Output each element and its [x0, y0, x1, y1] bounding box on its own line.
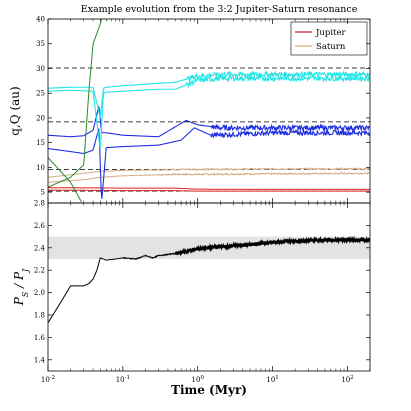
- series-line-ejected_Q: [48, 19, 103, 188]
- series-line-uranus_q: [48, 127, 370, 199]
- series-line-jupiter_Q: [48, 187, 370, 190]
- y-tick-label: 1.4: [34, 356, 46, 364]
- y-tick-label: 40: [36, 16, 45, 24]
- top-y-axis-label: q,Q (au): [8, 86, 22, 135]
- svg-text:PS / PJ: PS / PJ: [12, 268, 30, 306]
- y-tick-label: 30: [36, 65, 45, 73]
- legend-jupiter-label: Jupiter: [315, 28, 346, 38]
- x-tick-label: 10-1: [116, 375, 130, 384]
- x-tick-label: 101: [266, 375, 278, 384]
- top-y-ticks: 5 10 15 20 25 30 35 40: [36, 16, 370, 197]
- top-panel: q,Q (au) Jupiter Saturn: [8, 18, 371, 204]
- y-tick-label: 25: [36, 90, 45, 98]
- y-tick-label: 2.0: [34, 289, 45, 297]
- legend-box: [290, 21, 368, 56]
- x-tick-label: 10-2: [41, 375, 55, 384]
- series-line-saturn_Q: [48, 166, 370, 178]
- x-ticks: 10-2 10-1 100 101 102: [41, 19, 371, 384]
- x-tick-label: 100: [192, 375, 205, 384]
- bottom-y-ticks: 1.4 1.6 1.8 2.0 2.2 2.4 2.6 2.8: [34, 200, 370, 364]
- bottom-panel-frame: [47, 202, 371, 372]
- y-tick-label: 5: [41, 189, 45, 197]
- series-line-neptune_q: [48, 73, 370, 148]
- series-line-saturn_q: [48, 171, 370, 183]
- x-tick-label: 102: [341, 375, 353, 384]
- y-tick-label: 15: [36, 139, 45, 147]
- series-line-period_ratio-dense: [174, 235, 370, 257]
- y-tick-label: 2.6: [34, 222, 46, 230]
- y-tick-label: 2.8: [34, 200, 45, 208]
- y-tick-label: 1.6: [34, 334, 46, 342]
- y-tick-label: 2.4: [34, 244, 46, 252]
- series-line-neptune_Q: [48, 69, 370, 119]
- series-line-ejected_q: [48, 157, 82, 203]
- bottom-y-axis-label: PS / PJ: [12, 268, 30, 306]
- bottom-panel: PS / PJ: [12, 202, 371, 372]
- y-tick-label: 20: [36, 114, 45, 122]
- y-tick-label: 35: [36, 40, 45, 48]
- y-tick-label: 1.8: [34, 312, 45, 320]
- figure-title: Example evolution from the 3:2 Jupiter-S…: [81, 4, 358, 15]
- x-axis-label: Time (Myr): [171, 383, 247, 397]
- legend-saturn-label: Saturn: [316, 42, 346, 52]
- y-tick-label: 2.2: [34, 267, 45, 275]
- legend: Jupiter Saturn: [290, 21, 368, 56]
- y-tick-label: 10: [36, 164, 45, 172]
